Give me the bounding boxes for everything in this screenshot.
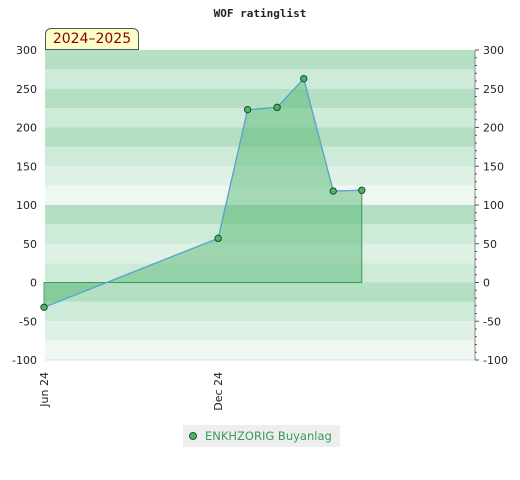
y-tick-label-left: 100 [16, 199, 37, 212]
background-band [45, 205, 475, 225]
y-tick-label-left: 250 [16, 83, 37, 96]
y-tick-label-left: 150 [16, 160, 37, 173]
y-tick-label-right: -50 [483, 315, 501, 328]
background-band [45, 185, 475, 205]
background-band [45, 50, 475, 70]
y-tick-label-right: 200 [483, 122, 504, 135]
background-band [45, 263, 475, 283]
background-band [45, 301, 475, 322]
background-band [45, 108, 475, 128]
background-band [45, 69, 475, 89]
x-axis: Jun 24 Dec 24 [38, 372, 225, 411]
data-point [300, 74, 308, 83]
background-band [45, 340, 475, 360]
y-axis-right: -100 -50 0 50 100 150 200 250 300 [475, 44, 508, 367]
y-axis-left: -100 -50 0 50 100 150 200 250 300 [12, 44, 37, 367]
legend-label: ENKHZORIG Buyanlag [205, 429, 332, 443]
y-tick-label-right: 100 [483, 199, 504, 212]
y-tick-label-right: 300 [483, 44, 504, 57]
background-band [45, 321, 475, 341]
y-tick-label-left: -50 [19, 315, 37, 328]
background-band [45, 243, 475, 264]
y-tick-label-right: 250 [483, 83, 504, 96]
y-tick-label-left: 50 [23, 238, 37, 251]
data-point [358, 186, 366, 194]
legend-marker-icon [189, 432, 197, 440]
y-tick-label-right: 150 [483, 160, 504, 173]
background-band [45, 146, 475, 167]
background-band [45, 88, 475, 109]
background-band [45, 166, 475, 186]
x-tick-label: Jun 24 [38, 372, 51, 408]
y-tick-label-left: 300 [16, 44, 37, 57]
background-band [45, 282, 475, 302]
y-tick-label-left: 0 [30, 277, 37, 290]
y-tick-label-right: 0 [483, 277, 490, 290]
data-point [273, 103, 281, 112]
data-point [243, 105, 252, 114]
legend[interactable]: ENKHZORIG Buyanlag [183, 425, 340, 447]
season-label: 2024–2025 [52, 31, 132, 47]
background-bands [45, 50, 475, 360]
background-band [45, 127, 475, 147]
chart-title: WOF ratinglist [214, 7, 307, 20]
data-point [214, 234, 222, 243]
y-tick-label-left: 200 [16, 122, 37, 135]
y-tick-label-right: 50 [483, 238, 497, 251]
y-tick-label-left: -100 [12, 354, 37, 367]
x-tick-label: Dec 24 [212, 372, 225, 411]
y-tick-label-right: -100 [483, 354, 508, 367]
season-label-box: 2024–2025 [45, 28, 139, 50]
background-band [45, 224, 475, 244]
markers [40, 74, 366, 311]
data-point [329, 187, 337, 195]
data-point [40, 303, 48, 311]
